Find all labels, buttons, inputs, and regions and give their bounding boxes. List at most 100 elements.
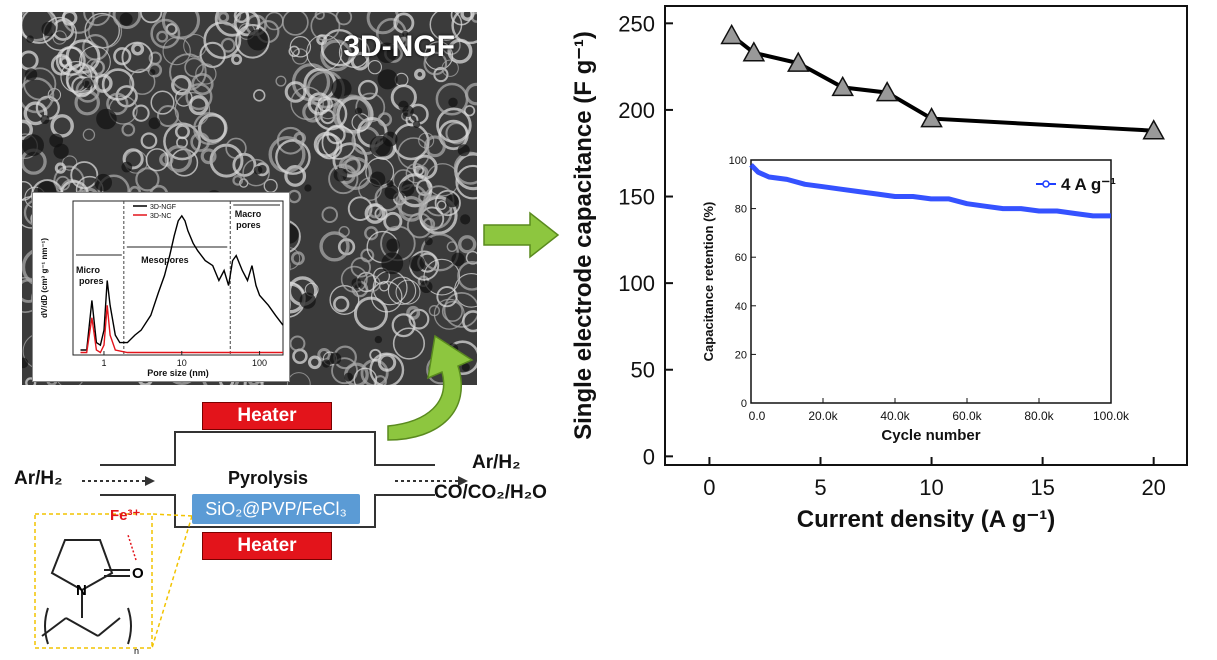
sem-fiber [436,286,458,308]
sem-fiber [231,53,243,65]
sem-pore [22,134,44,157]
sem-fiber [364,226,379,241]
sem-pore [26,35,34,43]
sem-fiber [355,92,386,123]
sem-fiber [424,41,454,71]
precursor-box: SiO₂@PVP/FeCl₃ [192,494,360,524]
sem-fiber [423,51,448,76]
sem-fiber [284,81,307,103]
sem-fiber [364,203,386,224]
sem-fiber [197,113,228,143]
capacitance-point [742,41,766,62]
sem-fiber [367,60,383,75]
sem-pore [149,69,156,76]
sem-fiber [414,68,426,81]
sem-fiber [22,119,33,140]
sem-pore [41,21,56,37]
legend-label-3D-NC: 3D-NC [150,213,171,220]
sem-fiber [191,72,214,96]
retention-x-tick-label: 20.0k [808,409,838,423]
sem-fiber [418,191,430,203]
sem-fiber [377,353,397,372]
main-y-tick-label: 150 [618,185,655,210]
pore-size-inset: Micro pores Mesopores Macro pores 3D-NGF 3D-NC… [32,192,290,382]
sem-fiber [131,42,145,56]
sem-pore [355,107,363,115]
sem-fiber [462,310,477,333]
sem-fiber [286,372,311,385]
sem-fiber [268,135,306,173]
furnace-diagram [34,431,468,649]
sem-fiber [82,128,96,141]
sem-pore [398,100,409,111]
sem-fiber [397,137,430,170]
retention-inset-bg [691,150,1121,451]
sem-pore [49,133,64,148]
green-right-arrow-icon [483,211,560,259]
pore-size-chart: MicroporesMesoporesMacropores3D-NGF3D-NC… [40,200,284,378]
sem-fiber [418,195,453,230]
sem-pore [369,135,391,157]
sem-fiber [22,50,39,71]
sem-fiber [395,279,421,305]
sem-pore [121,161,133,173]
sem-fiber [464,82,477,106]
sem-fiber [329,284,360,315]
sem-fiber [306,34,343,71]
sem-fiber [140,132,158,150]
sem-fiber [310,12,341,41]
sem-fiber [22,12,55,42]
sem-fiber [132,104,150,122]
sem-fiber [460,12,475,21]
capacitance-point [875,81,899,102]
sem-pore [461,363,470,372]
sem-fiber [289,36,312,58]
sem-pore [445,194,459,208]
sem-fiber [23,101,48,126]
sem-fiber [423,258,461,296]
sem-fiber [392,327,426,360]
sem-fiber [74,89,100,116]
sem-fiber [112,12,142,30]
main-x-axis-label: Current density (A g⁻¹) [797,506,1055,533]
sem-fiber [463,105,476,117]
main-y-tick-label: 250 [618,11,655,36]
sem-pore [369,171,386,187]
macro-label-2: pores [236,220,261,230]
retention-y-tick-label: 60 [735,252,747,264]
sem-fiber [331,357,359,385]
sem-fiber [316,133,343,160]
sem-pore [460,214,471,225]
sem-fiber [317,96,333,112]
pore-x-tick-label: 1 [101,358,106,368]
sem-fiber [161,12,201,40]
retention-y-tick-label: 100 [729,155,747,167]
gas-out-label-2: CO/CO₂/H₂O [434,482,547,503]
sem-fiber [174,124,190,140]
sem-fiber [233,12,250,24]
sem-fiber [293,131,307,145]
sem-fiber [441,59,459,77]
sem-pore [448,97,458,108]
sem-fiber [150,90,175,115]
repeat-subscript: n [134,646,140,656]
sem-fiber [433,298,465,330]
sem-pore [22,357,29,369]
sem-pore [409,255,425,272]
sem-fiber [398,195,425,222]
retention-legend-marker [1042,180,1050,188]
sem-fiber [188,95,209,116]
sem-fiber [83,12,111,27]
pore-y-axis-label: dV/dD (cm³ g⁻¹ nm⁻¹) [40,238,49,318]
retention-y-tick-label: 20 [735,349,747,361]
capacitance-point [1142,119,1165,140]
sem-fiber [106,92,129,115]
capacitance-point [831,75,854,97]
sem-fiber [121,41,154,74]
capacitance-series-line [730,33,1154,133]
sem-fiber [22,77,55,114]
legend-label-3D-NGF: 3D-NGF [150,204,176,211]
sem-fiber [438,119,469,151]
sem-fiber [353,296,388,331]
pyrolysis-label: Pyrolysis [228,468,309,488]
